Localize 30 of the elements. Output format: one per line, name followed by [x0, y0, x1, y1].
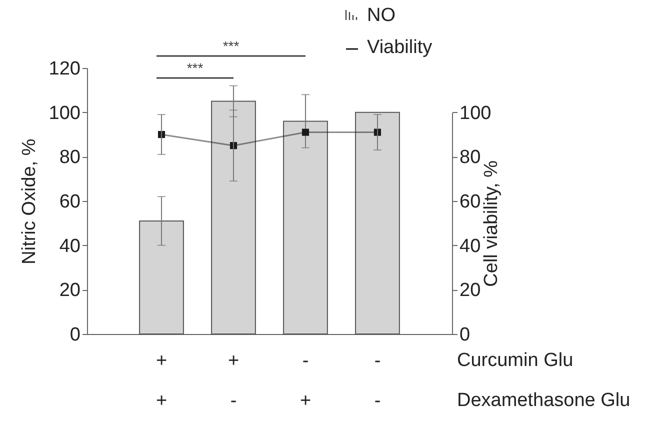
y2-tick-label: 0 — [460, 324, 470, 346]
annotation: *** — [186, 60, 204, 76]
y2-tick-label: 40 — [460, 236, 481, 257]
text: Curcumin Glu — [457, 350, 574, 371]
y-tick-label: 60 — [59, 192, 80, 212]
y-tick-label: 80 — [59, 147, 80, 168]
x-tick-label: - - — [374, 350, 381, 412]
y2-tick-label: 80 — [460, 147, 481, 168]
text: NO — [367, 5, 396, 26]
bar — [355, 112, 400, 334]
text: Dexamethasone Glu — [457, 390, 630, 411]
bar — [283, 120, 328, 334]
y-tick-label: 100 — [48, 102, 80, 124]
x-tick-label: + + — [156, 350, 168, 412]
y2-tick-label: 100 — [460, 102, 492, 124]
y2-tick-label: 20 — [460, 280, 481, 302]
y-axis-title: Nitric Oxide, % — [18, 138, 40, 264]
y2-tick-label: 60 — [460, 192, 481, 212]
bar — [211, 100, 256, 334]
y-tick-label: 40 — [59, 236, 80, 257]
y-tick-label: 20 — [59, 280, 80, 302]
y-tick-label: 0 — [70, 324, 80, 346]
point — [302, 128, 310, 136]
x-tick-label: - + — [300, 350, 312, 412]
text: *** — [222, 38, 240, 54]
y2-axis-title: Cell viability, % — [481, 160, 502, 287]
x-tick-label: + - — [228, 350, 240, 412]
y-tick-label: 120 — [48, 58, 80, 80]
legend-label: Viability — [367, 37, 433, 58]
bar — [139, 220, 184, 334]
